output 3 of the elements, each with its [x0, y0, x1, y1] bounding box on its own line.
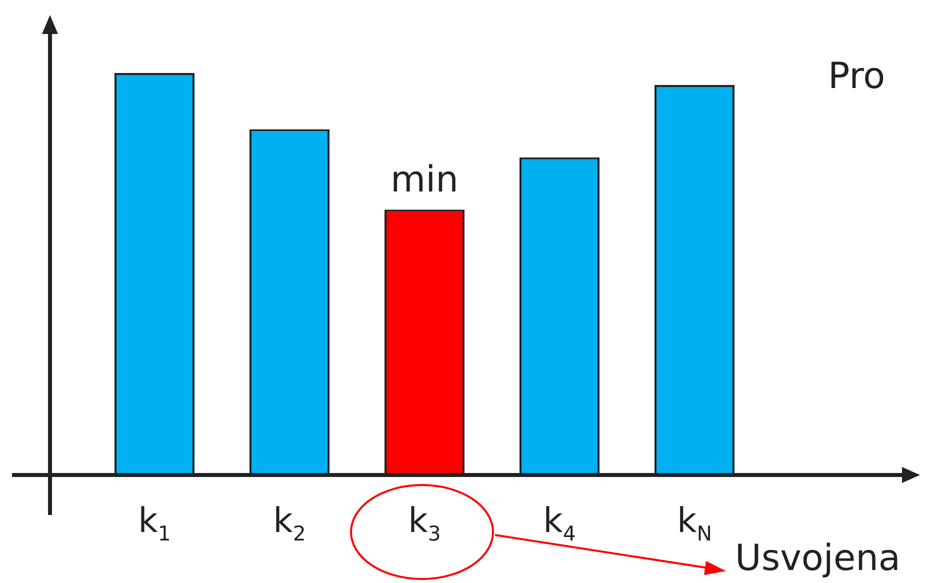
annotation: min [390, 160, 458, 201]
text: Pro [828, 56, 886, 97]
text: Usvojena [735, 538, 900, 579]
